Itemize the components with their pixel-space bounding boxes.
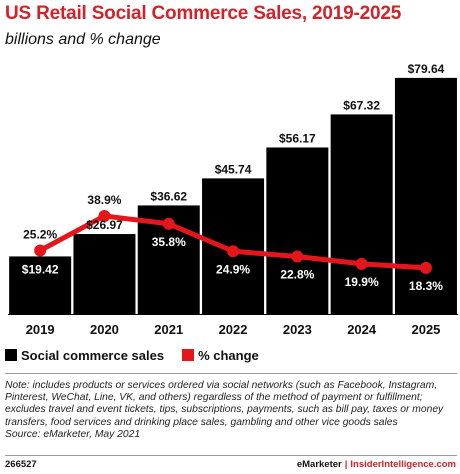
legend: Social commerce sales % change <box>5 347 277 363</box>
chart-id: 266527 <box>5 459 37 470</box>
bar-label-2020: $26.97 <box>86 218 123 232</box>
bar-2019 <box>9 256 72 314</box>
change-point-2019 <box>34 244 47 257</box>
legend-label-change: % change <box>198 347 259 363</box>
x-tick-label-2020: 2020 <box>90 322 119 337</box>
bar-label-2021: $36.62 <box>150 189 187 203</box>
x-tick-label-2023: 2023 <box>283 322 312 337</box>
change-point-2021 <box>162 217 175 230</box>
change-label-2021: 35.8% <box>152 235 186 249</box>
bar-2025 <box>394 77 457 314</box>
change-point-2022 <box>227 245 240 258</box>
legend-swatch-sales <box>5 349 17 361</box>
legend-label-sales: Social commerce sales <box>21 347 165 363</box>
combo-chart: 2019 2020 2021 2022 2023 2024 2025 $19.42 $26.97… <box>8 62 459 337</box>
x-tick-label-2022: 2022 <box>219 322 248 337</box>
change-label-2024: 19.9% <box>345 275 379 289</box>
divider-bottom <box>5 455 457 456</box>
bar-label-2019: $19.42 <box>22 262 59 276</box>
legend-item-change: % change <box>182 348 259 363</box>
chart-subtitle: billions and % change <box>5 31 161 48</box>
x-tick-label-2019: 2019 <box>26 322 55 337</box>
brand-name: eMarketer <box>296 459 342 470</box>
bar-2020 <box>73 234 136 314</box>
brand-site: InsiderIntelligence.com <box>350 459 456 470</box>
bar-2024 <box>330 114 393 314</box>
x-tick-label-2025: 2025 <box>411 322 440 337</box>
change-label-2023: 22.8% <box>280 268 314 282</box>
notes: Note: includes products or services orde… <box>5 380 457 441</box>
change-point-2023 <box>291 250 304 263</box>
change-point-2020 <box>98 209 111 222</box>
footer-brand: eMarketer | InsiderIntelligence.com <box>297 459 456 470</box>
bar-label-2023: $56.17 <box>279 131 316 145</box>
legend-swatch-change <box>182 349 195 361</box>
bar-2023 <box>266 147 329 314</box>
note-text: Note: includes products or services orde… <box>5 380 444 428</box>
bar-label-2024: $67.32 <box>343 98 380 112</box>
divider-top <box>5 373 457 374</box>
bar-label-2025: $79.64 <box>408 62 445 76</box>
x-tick-label-2021: 2021 <box>154 322 183 337</box>
change-label-2020: 38.9% <box>87 193 121 207</box>
change-label-2019: 25.2% <box>23 227 57 241</box>
source-text: Source: eMarketer, May 2021 <box>5 428 141 440</box>
brand-separator: | <box>344 459 348 470</box>
chart-title: US Retail Social Commerce Sales, 2019-20… <box>5 3 402 24</box>
change-label-2025: 18.3% <box>409 279 443 293</box>
x-tick-label-2024: 2024 <box>347 322 377 337</box>
change-point-2024 <box>355 257 368 270</box>
bar-label-2022: $45.74 <box>215 162 252 176</box>
change-point-2025 <box>419 261 432 274</box>
legend-item-sales: Social commerce sales <box>5 348 164 363</box>
change-label-2022: 24.9% <box>216 262 250 276</box>
